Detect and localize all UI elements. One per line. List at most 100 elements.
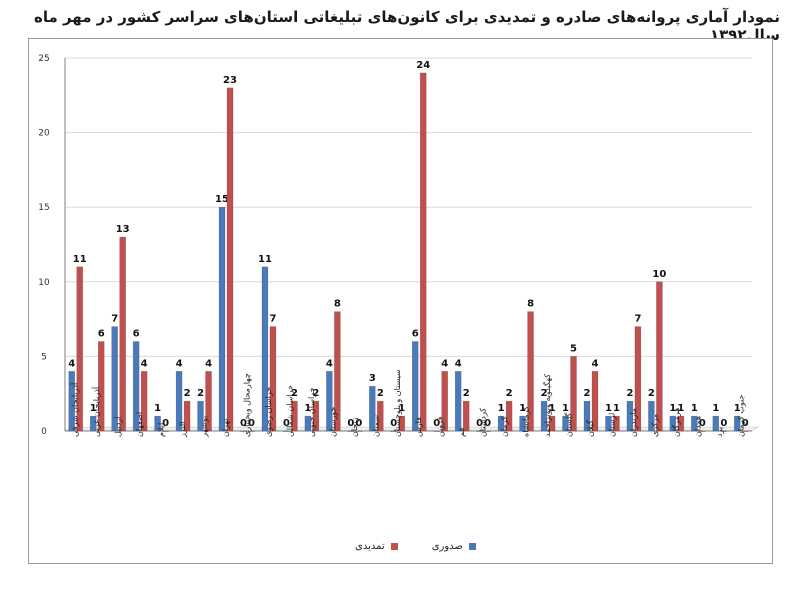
legend-item-series1: صدوری bbox=[432, 541, 476, 552]
bar-series2 bbox=[634, 326, 642, 432]
bar-series2 bbox=[570, 356, 577, 432]
y-tick-label: 25 bbox=[38, 54, 49, 64]
bar-series1 bbox=[583, 400, 591, 432]
bar-series2 bbox=[527, 311, 534, 432]
data-label-series1: 2 bbox=[626, 388, 633, 399]
bar-series2 bbox=[183, 400, 191, 432]
category-label: البرز bbox=[178, 422, 187, 438]
bar-series1 bbox=[433, 430, 440, 432]
bar-series2 bbox=[97, 341, 105, 432]
data-label-series1: 1 bbox=[304, 403, 311, 414]
data-label-series2: 23 bbox=[223, 75, 237, 86]
bar-series1 bbox=[369, 385, 376, 432]
data-label-series2: 10 bbox=[652, 269, 666, 280]
data-label-series2: 0 bbox=[484, 418, 491, 429]
bar-series1 bbox=[562, 415, 569, 432]
bar-series1 bbox=[626, 400, 634, 432]
category-label: ایلام bbox=[157, 423, 166, 437]
bar-series1 bbox=[154, 415, 161, 432]
category-label: اردبیل bbox=[114, 417, 123, 437]
data-label-series2: 1 bbox=[613, 403, 620, 414]
bar-series1 bbox=[197, 400, 204, 432]
bar-series1 bbox=[326, 371, 333, 432]
bar-series1 bbox=[691, 415, 698, 432]
bar-series1 bbox=[111, 326, 118, 432]
data-label-series2: 4 bbox=[441, 358, 448, 369]
bar-series2 bbox=[419, 72, 427, 432]
data-label-series2: 2 bbox=[506, 388, 513, 399]
category-label: کهگیلویه وبویراحمد bbox=[542, 374, 552, 437]
bar-series2 bbox=[377, 400, 384, 432]
bar-series1 bbox=[240, 430, 247, 432]
data-label-series1: 2 bbox=[197, 388, 204, 399]
data-label-series1: 1 bbox=[691, 403, 698, 414]
category-label: هرمزگان bbox=[671, 408, 681, 437]
data-label-series1: 1 bbox=[154, 403, 161, 414]
bar-series2 bbox=[441, 371, 448, 432]
data-label-series2: 6 bbox=[98, 328, 105, 339]
bar-series1 bbox=[669, 415, 677, 432]
category-label: خراسان شمالی bbox=[285, 385, 294, 437]
data-label-series2: 4 bbox=[592, 358, 599, 369]
bar-series2 bbox=[119, 236, 126, 432]
y-tick-label: 10 bbox=[38, 278, 50, 288]
category-label: سمنان bbox=[371, 415, 380, 437]
category-label: فارس bbox=[414, 417, 423, 437]
bar-series2 bbox=[162, 430, 169, 432]
data-label-series1: 1 bbox=[605, 403, 612, 414]
data-label-series2: 11 bbox=[73, 254, 87, 265]
data-label-series2: 7 bbox=[634, 314, 641, 325]
bar-series2 bbox=[677, 415, 685, 432]
bar-series1 bbox=[218, 206, 226, 432]
data-label-series1: 2 bbox=[584, 388, 591, 399]
data-label-series2: 2 bbox=[291, 388, 298, 399]
category-label: قزوین bbox=[436, 416, 445, 437]
data-label-series1: 4 bbox=[455, 358, 462, 369]
category-label: کردستان bbox=[479, 408, 488, 437]
data-label-series2: 4 bbox=[141, 358, 148, 369]
bar-series1 bbox=[540, 400, 548, 432]
category-label: خراسان جنوبی bbox=[307, 387, 316, 437]
bar-series2 bbox=[226, 87, 234, 432]
category-label: گلستان bbox=[564, 412, 574, 437]
category-label: مرکزی bbox=[650, 414, 659, 437]
category-label: خوزستان bbox=[328, 407, 337, 437]
bar-series2 bbox=[548, 415, 556, 432]
data-label-series2: 2 bbox=[184, 388, 191, 399]
category-label: مازندران bbox=[629, 408, 638, 437]
data-label-series1: 1 bbox=[498, 403, 505, 414]
bar-series2 bbox=[334, 311, 341, 432]
bar-series1 bbox=[734, 415, 741, 432]
category-label: قم bbox=[457, 428, 466, 437]
bar-series2 bbox=[720, 430, 728, 432]
data-label-series1: 7 bbox=[111, 314, 118, 325]
bar-series1 bbox=[68, 371, 75, 432]
bar-series2 bbox=[312, 400, 320, 432]
data-label-series2: 8 bbox=[334, 299, 341, 310]
bar-series2 bbox=[76, 266, 83, 432]
data-label-series2: 1 bbox=[549, 403, 556, 414]
y-tick-label: 20 bbox=[38, 129, 50, 139]
data-label-series1: 1 bbox=[90, 403, 97, 414]
bar-series1 bbox=[454, 371, 462, 432]
bar-series2 bbox=[291, 400, 298, 432]
data-label-series1: 0 bbox=[390, 418, 397, 429]
data-label-series2: 24 bbox=[416, 60, 430, 71]
category-label: تهران bbox=[221, 419, 230, 437]
legend-swatch-series1 bbox=[468, 543, 476, 550]
bar-series1 bbox=[712, 415, 720, 432]
data-label-series1: 1 bbox=[519, 403, 526, 414]
category-label: گیلان bbox=[585, 420, 595, 437]
data-label-series1: 0 bbox=[433, 418, 440, 429]
bar-series1 bbox=[497, 415, 505, 432]
bar-series2 bbox=[656, 281, 663, 432]
category-label: آذربایجان غربی bbox=[91, 386, 101, 437]
data-label-series1: 6 bbox=[133, 328, 140, 339]
data-label-series2: 1 bbox=[398, 403, 405, 414]
data-label-series2: 2 bbox=[377, 388, 384, 399]
bar-series1 bbox=[175, 371, 183, 432]
bar-series2 bbox=[484, 430, 491, 432]
bar-series1 bbox=[261, 266, 269, 432]
data-label-series1: 0 bbox=[347, 418, 354, 429]
bar-series1 bbox=[283, 430, 290, 432]
